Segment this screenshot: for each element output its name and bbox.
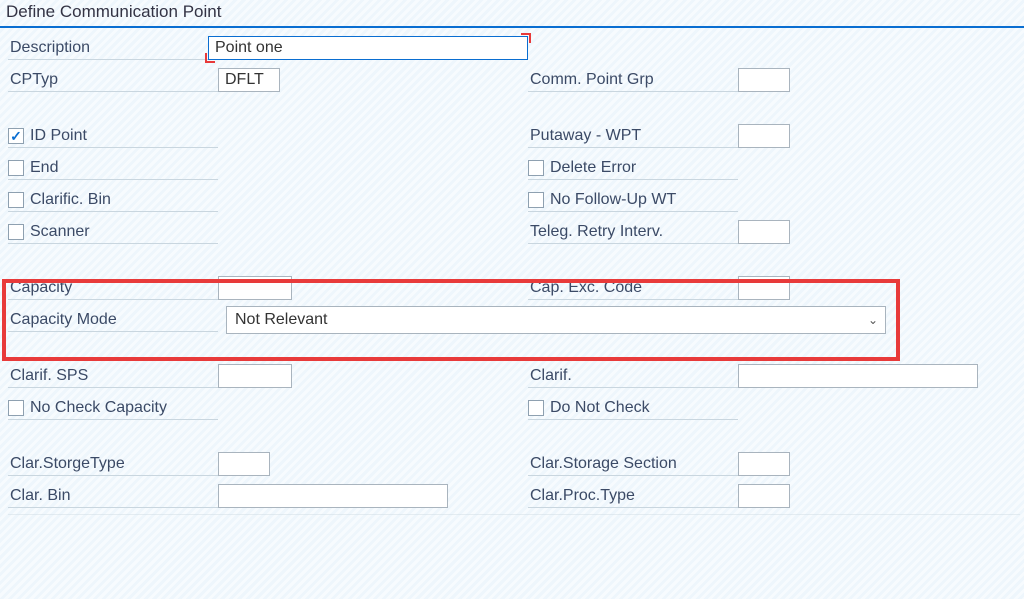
label-no-check-capacity: No Check Capacity [30,399,167,417]
label-capacity: Capacity [8,277,218,300]
putaway-wpt-input[interactable] [738,124,790,148]
label-putaway-wpt: Putaway - WPT [528,125,738,148]
cptype-input[interactable] [218,68,280,92]
teleg-retry-input[interactable] [738,220,790,244]
comm-point-grp-input[interactable] [738,68,790,92]
clar-storge-type-input[interactable] [218,452,270,476]
label-do-not-check: Do Not Check [550,399,650,417]
cap-exc-input[interactable] [738,276,790,300]
label-clarific-bin: Clarific. Bin [30,191,111,209]
label-clar-storge-type: Clar.StorgeType [8,453,218,476]
clar-proc-type-input[interactable] [738,484,790,508]
label-description: Description [8,37,208,60]
label-delete-error: Delete Error [550,159,636,177]
label-no-followup: No Follow-Up WT [550,191,676,209]
label-clar-storage-section: Clar.Storage Section [528,453,738,476]
clar-storage-section-input[interactable] [738,452,790,476]
label-clar-bin: Clar. Bin [8,485,218,508]
description-input[interactable] [208,36,528,60]
clarific-bin-checkbox[interactable] [8,192,24,208]
label-clarif: Clarif. [528,365,738,388]
label-comm-point-grp: Comm. Point Grp [528,69,738,92]
label-clarif-sps: Clarif. SPS [8,365,218,388]
clarif-sps-input[interactable] [218,364,292,388]
label-cptype: CPTyp [8,69,218,92]
label-capacity-mode: Capacity Mode [8,309,218,332]
clarif-input[interactable] [738,364,978,388]
clar-bin-input[interactable] [218,484,448,508]
label-end: End [30,159,58,177]
form-content: Description CPTyp Comm. Point Grp ID Poi… [0,28,1024,515]
label-clar-proc-type: Clar.Proc.Type [528,485,738,508]
label-scanner: Scanner [30,223,90,241]
do-not-check-checkbox[interactable] [528,400,544,416]
capacity-input[interactable] [218,276,292,300]
delete-error-checkbox[interactable] [528,160,544,176]
no-check-capacity-checkbox[interactable] [8,400,24,416]
end-checkbox[interactable] [8,160,24,176]
capacity-mode-select[interactable] [226,306,886,334]
no-followup-checkbox[interactable] [528,192,544,208]
label-id-point: ID Point [30,127,87,145]
label-cap-exc: Cap. Exc. Code [528,277,738,300]
id-point-checkbox[interactable] [8,128,24,144]
label-teleg-retry: Teleg. Retry Interv. [528,221,738,244]
panel-title: Define Communication Point [0,0,1024,28]
scanner-checkbox[interactable] [8,224,24,240]
